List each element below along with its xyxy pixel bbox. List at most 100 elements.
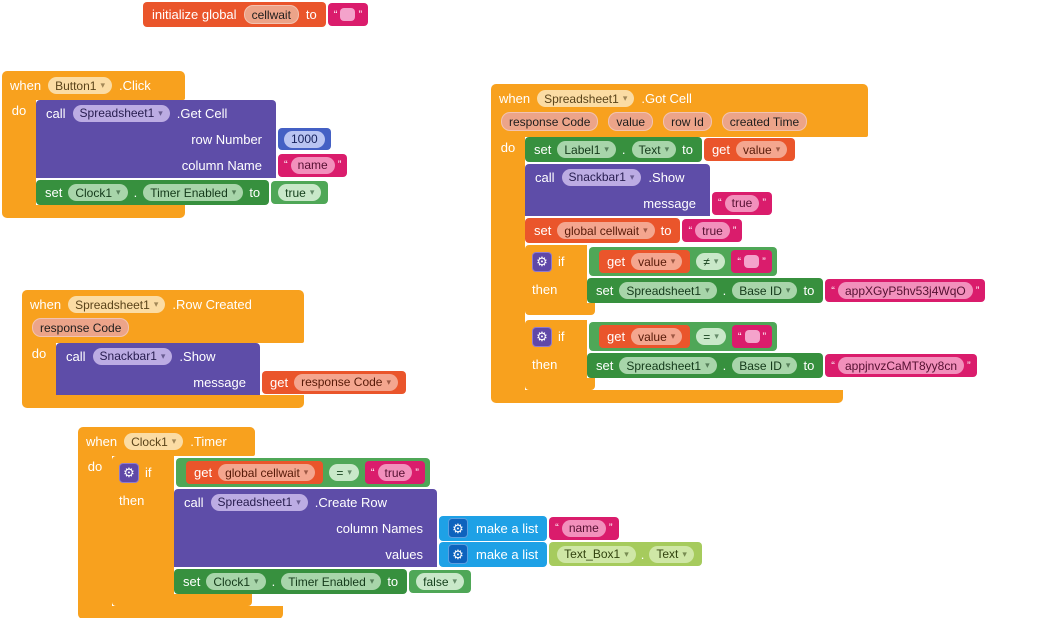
string-block[interactable]: “ appXGyP5hv53j4WqO ”	[825, 279, 986, 302]
call-snackbar-show-block[interactable]: call Snackbar1 ▾ .Show message “	[525, 164, 773, 216]
component-dropdown[interactable]: Button1 ▾	[48, 77, 112, 94]
when-spreadsheet1-got-cell-block[interactable]: when Spreadsheet1 ▾ .Got Cell response C…	[491, 84, 986, 403]
string-input-field[interactable]: true	[695, 222, 730, 239]
string-input-field[interactable]	[744, 255, 760, 268]
get-value-block[interactable]: get value ▾	[599, 325, 691, 348]
mutator-gear-icon[interactable]: ⚙	[532, 326, 552, 347]
number-block[interactable]: 1000	[278, 128, 331, 150]
mutator-gear-icon[interactable]: ⚙	[532, 251, 552, 272]
variable-dropdown[interactable]: value ▾	[631, 328, 683, 345]
string-input-field[interactable]	[340, 8, 356, 21]
string-input-field[interactable]: true	[724, 194, 760, 212]
component-dropdown[interactable]: Clock1 ▾	[68, 184, 128, 201]
set-global-cellwait-block[interactable]: set global cellwait ▾ to “ true ”	[525, 218, 743, 243]
event-param[interactable]: row Id	[663, 112, 712, 131]
set-label-text-block[interactable]: set Label1 ▾ . Text ▾ to get	[525, 137, 796, 162]
string-block[interactable]: “ true ”	[712, 191, 773, 215]
set-label: set	[534, 223, 552, 238]
event-param[interactable]: created Time	[721, 112, 808, 131]
make-a-list-block[interactable]: ⚙ make a list	[439, 541, 548, 567]
get-label: get	[607, 329, 626, 344]
string-block[interactable]: “ name ”	[278, 153, 348, 177]
mutator-gear-icon[interactable]: ⚙	[119, 462, 139, 483]
logic-dropdown[interactable]: false ▾	[416, 573, 465, 590]
make-a-list-block[interactable]: ⚙ make a list	[439, 515, 548, 541]
set-timer-enabled-block[interactable]: set Clock1 ▾ . Timer Enabled ▾	[174, 569, 472, 594]
call-get-cell-block[interactable]: call Spreadsheet1 ▾ .Get Cell row Number	[36, 100, 348, 178]
string-block[interactable]: “ name ”	[549, 516, 619, 540]
set-base-id-block[interactable]: set Spreadsheet1 ▾ . Base ID ▾	[587, 278, 986, 303]
string-block[interactable]: “ true ”	[682, 219, 743, 242]
when-button1-click-block[interactable]: when Button1 ▾ .Click do call Spreadshee…	[2, 71, 348, 218]
call-snackbar-show-block[interactable]: call Snackbar1 ▾ .Show message get	[56, 343, 406, 395]
set-base-id-block[interactable]: set Spreadsheet1 ▾ . Base ID ▾	[587, 353, 977, 378]
property-dropdown[interactable]: Timer Enabled ▾	[143, 184, 244, 201]
event-param[interactable]: response Code	[32, 318, 130, 337]
component-dropdown[interactable]: Text_Box1 ▾	[557, 545, 636, 563]
mutator-gear-icon[interactable]: ⚙	[448, 518, 468, 538]
component-dropdown[interactable]: Spreadsheet1 ▾	[619, 282, 717, 299]
empty-string-block[interactable]: “ ”	[731, 325, 773, 348]
variable-dropdown[interactable]: value ▾	[631, 253, 683, 270]
when-spreadsheet1-row-created-block[interactable]: when Spreadsheet1 ▾ .Row Created respons…	[22, 290, 406, 408]
logic-dropdown[interactable]: true ▾	[278, 184, 322, 201]
logic-false-block[interactable]: false ▾	[409, 570, 472, 593]
component-dropdown[interactable]: Clock1 ▾	[124, 433, 184, 450]
init-global-block[interactable]: initialize global cellwait to “ ”	[143, 2, 369, 27]
operator-dropdown[interactable]: = ▾	[696, 328, 726, 345]
component-dropdown[interactable]: Label1 ▾	[557, 141, 616, 158]
set-timer-enabled-block[interactable]: set Clock1 ▾ . Timer Enabled ▾ to	[36, 180, 329, 205]
string-input-field[interactable]: name	[290, 156, 335, 174]
get-global-cellwait-block[interactable]: get global cellwait ▾	[186, 461, 324, 484]
call-create-row-block[interactable]: call Spreadsheet1 ▾ .Create Row	[174, 489, 702, 567]
mutator-gear-icon[interactable]: ⚙	[448, 544, 468, 564]
event-param[interactable]: value	[608, 112, 654, 131]
component-dropdown[interactable]: Spreadsheet1 ▾	[210, 493, 308, 511]
get-value-block[interactable]: get value ▾	[599, 250, 691, 273]
get-value-block[interactable]: get value ▾	[703, 138, 796, 161]
component-property-getter-block[interactable]: Text_Box1 ▾ . Text ▾	[549, 542, 702, 566]
comparison-block[interactable]: get value ▾ = ▾	[589, 322, 778, 351]
component-dropdown[interactable]: Spreadsheet1 ▾	[619, 357, 717, 374]
component-dropdown[interactable]: Spreadsheet1 ▾	[72, 104, 170, 122]
component-dropdown[interactable]: Snackbar1 ▾	[561, 168, 642, 186]
if-block-1[interactable]: ⚙ if get value ▾	[525, 245, 986, 315]
property-dropdown[interactable]: Base ID ▾	[732, 282, 798, 299]
string-block[interactable]: “ true ”	[364, 461, 425, 484]
component-dropdown[interactable]: Snackbar1 ▾	[92, 347, 173, 365]
variable-dropdown[interactable]: value ▾	[736, 141, 788, 158]
event-param[interactable]: response Code	[501, 112, 599, 131]
component-dropdown[interactable]: Spreadsheet1 ▾	[68, 296, 166, 313]
init-global-body[interactable]: initialize global cellwait to	[143, 2, 326, 27]
variable-dropdown[interactable]: response Code ▾	[294, 373, 398, 391]
comparison-block[interactable]: get global cellwait ▾ = ▾	[176, 458, 430, 487]
component-dropdown[interactable]: Spreadsheet1 ▾	[537, 90, 635, 107]
string-input-field[interactable]: appXGyP5hv53j4WqO	[837, 282, 973, 299]
property-dropdown[interactable]: Timer Enabled ▾	[281, 573, 382, 590]
property-dropdown[interactable]: Base ID ▾	[732, 357, 798, 374]
empty-string-block[interactable]: “ ”	[731, 250, 772, 273]
global-var-name-field[interactable]: cellwait	[243, 5, 299, 24]
logic-true-block[interactable]: true ▾	[271, 181, 329, 204]
variable-dropdown[interactable]: global cellwait ▾	[557, 222, 655, 239]
close-quote: ”	[415, 466, 419, 479]
property-dropdown[interactable]: Text ▾	[649, 545, 694, 563]
comparison-block[interactable]: get value ▾ ≠ ▾	[589, 247, 777, 276]
string-input-field[interactable]: true	[377, 464, 413, 481]
get-response-code-block[interactable]: get response Code ▾	[262, 370, 406, 394]
operator-dropdown[interactable]: = ▾	[329, 464, 359, 481]
string-input-field[interactable]: appjnvzCaMT8yy8cn	[837, 357, 965, 374]
if-block[interactable]: ⚙ if get global cellwait ▾	[112, 456, 702, 606]
property-dropdown[interactable]: Text ▾	[631, 141, 677, 158]
string-block[interactable]: “ appjnvzCaMT8yy8cn ”	[825, 354, 977, 377]
string-input-field[interactable]: name	[561, 519, 606, 537]
component-dropdown[interactable]: Clock1 ▾	[206, 573, 266, 590]
operator-dropdown[interactable]: ≠ ▾	[696, 253, 726, 270]
number-input-field[interactable]: 1000	[284, 130, 325, 148]
when-clock1-timer-block[interactable]: when Clock1 ▾ .Timer do ⚙ if	[78, 427, 702, 618]
string-input-field[interactable]	[744, 330, 760, 343]
if-block-2[interactable]: ⚙ if get value ▾	[525, 320, 977, 390]
empty-string-block[interactable]: “ ”	[327, 3, 369, 26]
variable-dropdown[interactable]: global cellwait ▾	[218, 464, 316, 481]
